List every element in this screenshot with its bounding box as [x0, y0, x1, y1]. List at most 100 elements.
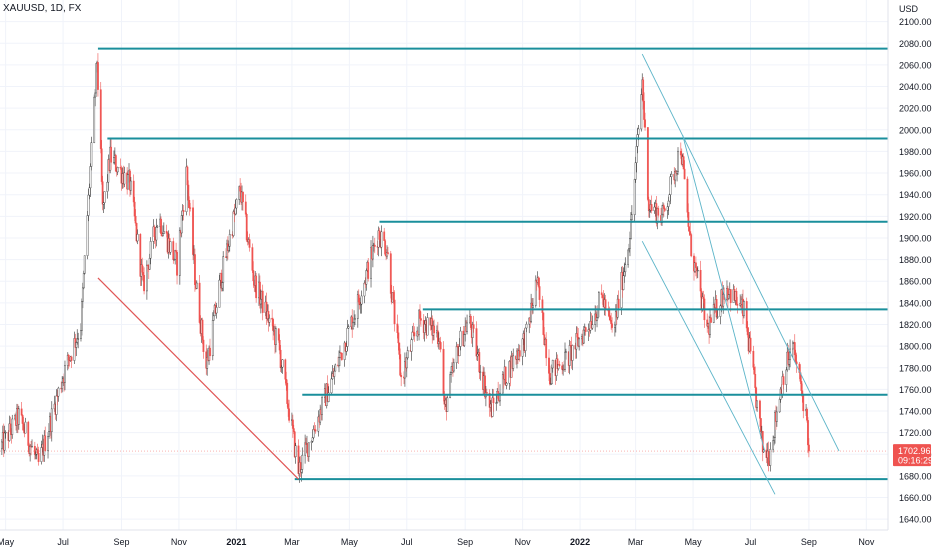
candle-body [670, 173, 673, 177]
x-tick-label: Mar [628, 537, 644, 547]
candle-body [292, 428, 295, 432]
candle-body [773, 437, 775, 441]
y-tick-label: 1640.00 [899, 515, 932, 525]
candle-body [492, 397, 495, 404]
candle-body [153, 226, 156, 237]
candle-body [97, 62, 99, 90]
x-tick-label: Jul [401, 537, 413, 547]
candle-body [345, 346, 348, 352]
candle-body [532, 305, 534, 308]
candle-body [749, 337, 752, 352]
candle-body [582, 329, 585, 344]
candle-body [194, 254, 196, 285]
candle-body [524, 327, 527, 351]
candle-body [287, 403, 290, 409]
candle-body [354, 318, 356, 320]
candle-body [187, 184, 190, 201]
candle-body [806, 409, 808, 421]
candle-body [736, 303, 739, 306]
candle-body [99, 89, 102, 149]
candle-body [277, 328, 280, 341]
y-tick-label: 1880.00 [899, 255, 932, 265]
candle-body [31, 445, 33, 448]
candle-body [597, 309, 599, 318]
candle-body [518, 350, 521, 357]
y-tick-label: 1660.00 [899, 493, 932, 503]
candle-body [788, 359, 791, 365]
candle-body [644, 119, 646, 128]
candle-body [77, 338, 80, 340]
candle-body [669, 176, 672, 195]
candle-body [234, 207, 237, 215]
candle-body [568, 345, 571, 366]
candle-body [406, 350, 409, 359]
y-tick-label: 2000.00 [899, 125, 932, 135]
candle-body [232, 211, 235, 236]
candle-body [667, 200, 670, 207]
candle-body [294, 445, 297, 457]
candle-body [215, 307, 218, 314]
support-trend-line [97, 277, 299, 480]
candle-body [133, 201, 136, 217]
candle-body [188, 200, 191, 208]
candle-body [48, 431, 50, 437]
symbol-label: XAUUSD, 1D, FX [3, 3, 82, 14]
x-tick-label: Sep [457, 537, 473, 547]
candle-body [95, 63, 97, 94]
candle-body [141, 264, 144, 273]
candle-body [245, 214, 248, 241]
candle-body [100, 148, 103, 182]
candle-body [110, 146, 113, 163]
candle-body [423, 324, 426, 333]
candle-body [57, 387, 60, 397]
candle-body [310, 441, 313, 443]
y-tick-label: 1800.00 [899, 342, 932, 352]
candle-body [759, 418, 762, 433]
candle-body [683, 168, 686, 180]
candle-body [387, 252, 389, 254]
candle-body [311, 437, 314, 442]
candle-body [609, 315, 612, 321]
candle-body [275, 328, 277, 345]
y-tick-label: 2040.00 [899, 82, 932, 92]
candle-body [782, 376, 785, 385]
candle-body [286, 382, 289, 404]
candle-body [209, 347, 211, 357]
candle-body [549, 373, 551, 385]
candle-body [794, 354, 797, 363]
candle-body [90, 142, 93, 167]
candle-body [340, 352, 343, 360]
candle-body [114, 155, 117, 172]
candle-body [802, 394, 805, 412]
candle-body [212, 315, 215, 321]
channel-mid-line [682, 135, 766, 452]
candle-body [756, 400, 759, 408]
candle-body [80, 330, 82, 339]
candle-body [182, 210, 185, 212]
candle-body [11, 418, 14, 435]
candle-body [357, 294, 360, 303]
candle-body [735, 291, 738, 305]
candle-body [469, 316, 472, 328]
x-tick-label: May [685, 537, 703, 547]
candle-body [640, 94, 643, 130]
y-tick-label: 1860.00 [899, 277, 932, 287]
candle-body [556, 358, 559, 369]
candle-body [352, 322, 355, 330]
y-tick-label: 1980.00 [899, 147, 932, 157]
candle-body [127, 174, 129, 190]
candle-body [136, 233, 139, 242]
candle-body [89, 166, 92, 189]
candle-body [393, 299, 396, 325]
candle-body [633, 179, 636, 215]
candle-body [727, 288, 729, 299]
candle-body [17, 408, 20, 425]
channel-upper-line [641, 53, 840, 452]
candle-body [255, 275, 258, 299]
x-tick-label: Mar [284, 537, 300, 547]
candle-body [689, 231, 692, 235]
candle-body [222, 256, 225, 283]
